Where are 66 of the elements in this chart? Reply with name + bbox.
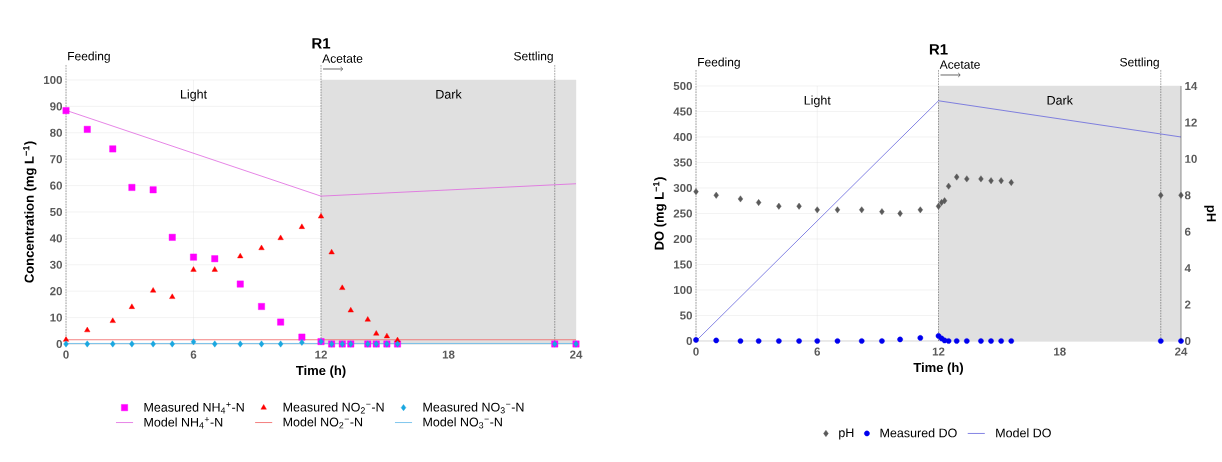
band-label: Dark [1047,95,1073,105]
y-tick-label: 0 [686,336,693,346]
legend-label: pH [839,428,854,440]
y-tick-label: 450 [673,107,692,116]
y-tick-label: 300 [673,183,692,193]
x-tick-label: 24 [1175,347,1188,356]
y2-tick-label: 2 [1184,300,1191,309]
chart-title: R1 [929,44,948,55]
y-axis-title: DO (mg L$^{−1}$) [653,177,667,250]
y2-axis-title: pH [1204,205,1216,222]
y-tick-label: 60 [50,181,63,190]
y-tick-label: 50 [50,207,63,217]
x-tick-label: 6 [814,347,821,356]
legend-label: Measured NO$_{2}$$^{−}$-N [283,402,384,414]
y2-tick-label: 14 [1185,82,1198,90]
x-tick-label: 18 [1054,347,1066,356]
ref-line-label: Settling [514,51,553,63]
legend-label: Measured DO [880,428,957,438]
y-tick-label: 0 [56,339,63,349]
y-tick-label: 500 [673,81,692,91]
y-axis-title: Concentration (mg L$^{−1}$) [23,141,37,283]
annotation: Light [804,95,831,108]
y-tick-label: 20 [50,287,63,296]
y-tick-label: 250 [673,209,692,218]
x-tick-label: 12 [932,347,945,356]
ref-line-label: Acetate [322,54,363,63]
ref-line-label: Settling [1120,57,1159,69]
y2-tick-label: 12 [1185,118,1197,127]
y-tick-label: 30 [49,260,63,269]
y2-tick-label: 6 [1184,227,1191,236]
x-tick-label: 18 [442,350,455,359]
y-tick-label: 350 [673,158,692,167]
ref-line-label: Feeding [68,51,110,63]
y-tick-label: 40 [49,234,63,243]
y-tick-label: 100 [44,75,63,85]
annotation: Light [180,89,207,102]
y2-tick-label: 0 [1184,336,1191,346]
y2-tick-label: 4 [1184,264,1191,273]
chart-title: R1 [312,38,331,49]
legend-label: Model NO$_{3}$$^{−}$-N [423,417,502,429]
x-tick-label: 24 [570,350,583,359]
y-tick-label: 400 [673,132,692,142]
y-tick-label: 50 [680,311,693,320]
y-tick-label: 200 [673,234,692,244]
x-tick-label: 12 [315,350,327,359]
legend-label: Model DO [996,428,1051,438]
legend-label: Measured NO$_{3}$$^{−}$-N [423,402,524,414]
x-tick-label: 0 [63,350,69,359]
y-tick-label: 90 [50,102,63,111]
y-tick-label: 100 [674,285,692,295]
band-label: Dark [436,89,462,99]
y-tick-label: 70 [50,155,63,164]
y2-tick-label: 10 [1185,154,1197,163]
legend-label: Measured NH$_{4}$$^{+}$-N [144,402,244,414]
ref-line-label: Acetate [939,60,980,69]
x-axis-title: Time (h) [913,362,964,375]
x-tick-label: 0 [693,347,699,356]
y-tick-label: 150 [674,260,692,269]
ref-line-label: Feeding [698,57,740,69]
y-tick-label: 10 [50,313,63,322]
x-tick-label: 6 [190,350,197,359]
legend-label: Model NH$_{4}$$^{+}$-N [144,417,223,429]
x-axis-title: Time (h) [295,365,346,378]
y-tick-label: 80 [50,128,63,137]
y2-tick-label: 8 [1184,191,1191,200]
legend-label: Model NO$_{2}$$^{−}$-N [283,417,363,429]
